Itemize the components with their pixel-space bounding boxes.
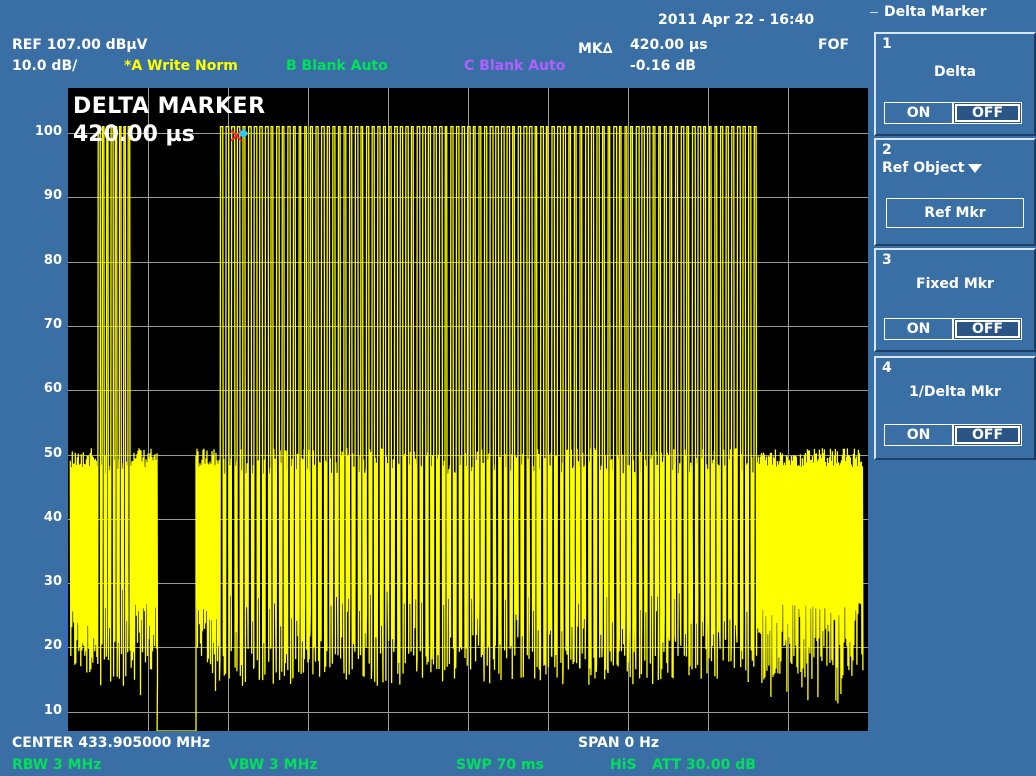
softkey-empty-area [874, 464, 1036, 774]
1-delta-mkr-on-off-toggle[interactable]: ON OFF [884, 424, 1022, 446]
vbw: VBW 3 MHz [228, 757, 318, 773]
delta-on-option[interactable]: ON [884, 102, 953, 124]
softkey-delta[interactable]: 1 Delta ON OFF [874, 32, 1036, 136]
attenuation: ATT 30.00 dB [652, 757, 756, 773]
y-tick-label: 60 [43, 381, 62, 397]
fof-indicator: FOF [818, 37, 850, 53]
fixed-mkr-off-option[interactable]: OFF [953, 318, 1022, 340]
center-frequency: CENTER 433.905000 MHz [12, 735, 210, 751]
softkey-label: 1/Delta Mkr [909, 384, 1001, 400]
y-tick-label: 40 [43, 509, 62, 525]
trace-svg [68, 88, 868, 731]
softkey-panel: Delta Marker 1 Delta ON OFF 2 Ref Object… [870, 0, 1036, 776]
trace-plot[interactable]: DELTA MARKER 420.00 µs ✕ [68, 88, 868, 731]
trace-c-status[interactable]: C Blank Auto [464, 58, 566, 74]
y-tick-label: 10 [43, 702, 62, 718]
softkey-number: 1 [882, 36, 892, 52]
marker-delta-level: -0.16 dB [630, 58, 696, 74]
ref-level: REF 107.00 dBµV [12, 37, 148, 53]
trace-a-status[interactable]: *A Write Norm [124, 58, 238, 74]
sweep-time: SWP 70 ms [456, 757, 544, 773]
softkey-number: 2 [882, 142, 892, 158]
softkey-label: Fixed Mkr [916, 276, 994, 292]
y-tick-label: 30 [43, 574, 62, 590]
span: SPAN 0 Hz [578, 735, 659, 751]
softkey-number: 3 [882, 252, 892, 268]
fixed-mkr-on-option[interactable]: ON [884, 318, 953, 340]
ref-mkr-button[interactable]: Ref Mkr [886, 198, 1024, 228]
trace-a-line [69, 125, 864, 731]
1-delta-mkr-on-option[interactable]: ON [884, 424, 953, 446]
1-delta-mkr-off-option[interactable]: OFF [953, 424, 1022, 446]
y-tick-label: 80 [43, 252, 62, 268]
softkey-1-delta-mkr[interactable]: 4 1/Delta Mkr ON OFF [874, 356, 1036, 460]
y-tick-label: 50 [43, 445, 62, 461]
y-tick-label: 70 [43, 316, 62, 332]
softkey-menu-title: Delta Marker [870, 4, 1032, 20]
y-tick-label: 90 [43, 188, 62, 204]
his-indicator: HiS [610, 757, 637, 773]
delta-off-option[interactable]: OFF [953, 102, 1022, 124]
y-tick-label: 100 [34, 124, 62, 139]
marker-delta-time: 420.00 µs [630, 37, 708, 53]
dropdown-triangle-icon [968, 163, 983, 173]
marker-delta-label: MK∆ [578, 41, 613, 57]
rbw: RBW 3 MHz [12, 757, 102, 773]
y-tick-label: 20 [43, 638, 62, 654]
trace-b-status[interactable]: B Blank Auto [286, 58, 388, 74]
datetime: 2011 Apr 22 - 16:40 [658, 12, 815, 28]
analyzer-display: 2011 Apr 22 - 16:40 REF 107.00 dBµV 10.0… [12, 12, 868, 773]
delta-marker-title: DELTA MARKER [73, 94, 266, 119]
softkey-number: 4 [882, 360, 892, 376]
softkey-fixed-mkr[interactable]: 3 Fixed Mkr ON OFF [874, 248, 1036, 352]
scale-per-div: 10.0 dB/ [12, 58, 78, 74]
softkey-ref-object[interactable]: 2 Ref Object Ref Mkr [874, 138, 1036, 246]
softkey-label: Delta [933, 64, 977, 80]
delta-on-off-toggle[interactable]: ON OFF [884, 102, 1022, 124]
softkey-label: Ref Object [882, 160, 983, 176]
delta-marker-value: 420.00 µs [73, 122, 195, 147]
fixed-mkr-on-off-toggle[interactable]: ON OFF [884, 318, 1022, 340]
